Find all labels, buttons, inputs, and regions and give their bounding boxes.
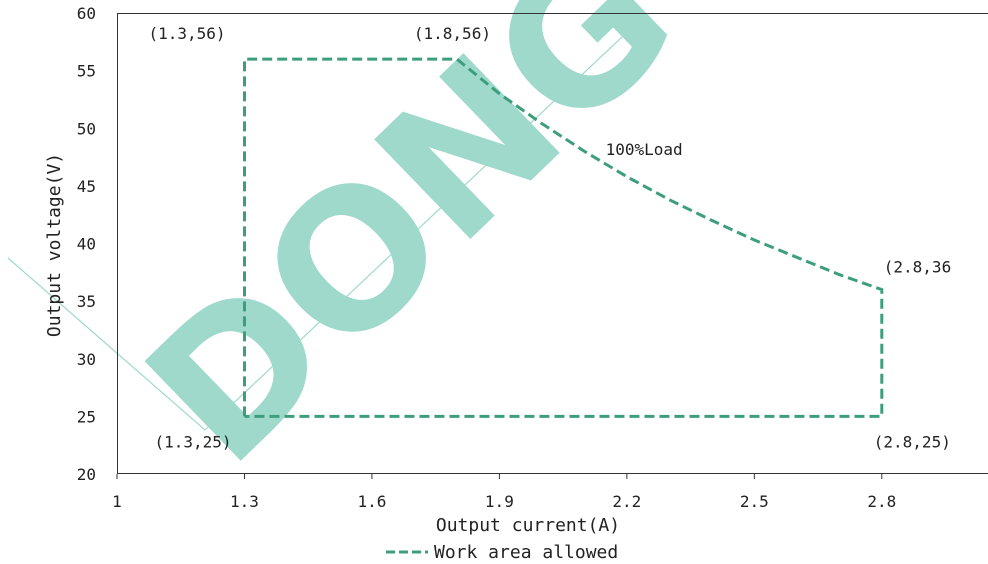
y-tick-label: 50 — [77, 119, 96, 138]
series-line-work-area — [243, 57, 884, 418]
x-tick-label: 2.8 — [867, 492, 896, 511]
legend: Work area allowed — [386, 542, 618, 563]
watermark-text: DONG — [106, 0, 716, 505]
x-tick-label: 1.6 — [357, 492, 386, 511]
point-annotation: (2.8,25) — [874, 432, 951, 451]
x-axis-title: Output current(A) — [436, 515, 620, 536]
annotation-layer: (1.3,56) (1.8,56) (2.8,36 (1.3,25) (2.8,25) 1… — [148, 24, 951, 451]
series-layer — [243, 57, 884, 418]
watermark-outline — [7, 19, 641, 431]
x-tick-label: 1.3 — [230, 492, 259, 511]
y-tick-label: 45 — [77, 177, 96, 196]
point-annotation: (2.8,36 — [884, 258, 951, 277]
x-axis-ticks: 1 1.3 1.6 1.9 2.2 2.5 2.8 — [112, 474, 896, 511]
y-tick-label: 60 — [77, 4, 96, 23]
y-axis-ticks: 20 25 30 35 40 45 50 55 60 — [77, 4, 96, 484]
y-tick-label: 30 — [77, 350, 96, 369]
y-tick-label: 35 — [77, 292, 96, 311]
legend-label: Work area allowed — [434, 542, 618, 563]
x-tick-label: 2.5 — [740, 492, 769, 511]
y-tick-label: 40 — [77, 235, 96, 254]
y-tick-label: 25 — [77, 407, 96, 426]
watermark: DONG — [106, 0, 716, 505]
x-tick-label: 1.9 — [485, 492, 514, 511]
x-tick-label: 1 — [112, 492, 122, 511]
y-tick-label: 55 — [77, 62, 96, 81]
y-tick-label: 20 — [77, 465, 96, 484]
point-annotation: (1.3,25) — [154, 432, 231, 451]
x-tick-label: 2.2 — [612, 492, 641, 511]
y-axis-title: Output voltage(V) — [44, 153, 65, 337]
point-annotation: 100%Load — [606, 140, 683, 159]
point-annotation: (1.8,56) — [414, 24, 491, 43]
point-annotation: (1.3,56) — [148, 24, 225, 43]
